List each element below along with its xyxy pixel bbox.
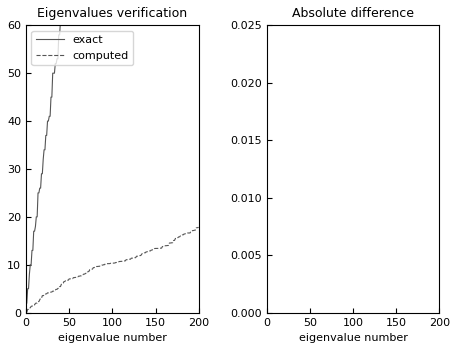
computed [195,225,201,230]
Legend: exact, computed: exact, computed [32,31,133,65]
exact [34,215,40,219]
X-axis label: eigenvalue number: eigenvalue number [58,333,167,343]
computed [34,301,40,305]
Title: Eigenvalues verification: Eigenvalues verification [37,7,187,20]
computed [70,276,75,281]
computed [31,303,37,307]
computed [187,231,193,235]
exact [24,301,30,305]
X-axis label: eigenvalue number: eigenvalue number [299,333,408,343]
exact [31,229,37,233]
Line: exact: exact [27,0,199,303]
Line: computed: computed [27,228,199,312]
computed [196,225,202,230]
computed [56,286,62,290]
computed [181,232,187,236]
computed [24,310,30,314]
Title: Absolute difference: Absolute difference [292,7,414,20]
exact [56,33,62,37]
